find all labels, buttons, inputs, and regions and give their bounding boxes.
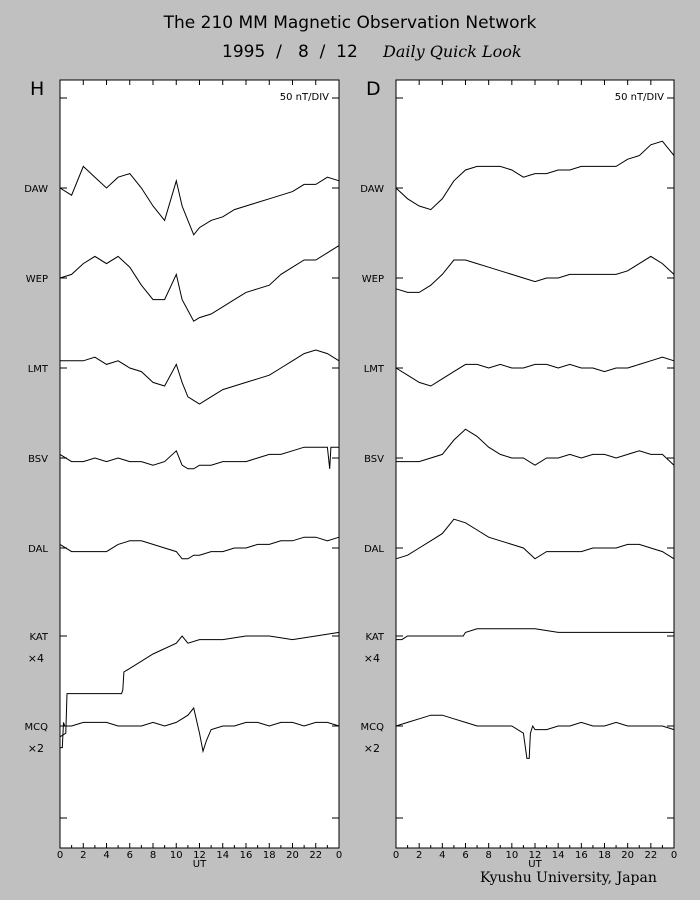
x-tick-label: 2	[416, 850, 422, 861]
x-tick-label: 8	[150, 850, 156, 861]
series-line-mcq	[60, 706, 340, 754]
x-tick-label: 22	[309, 850, 322, 861]
station-label: BSV	[364, 454, 384, 465]
x-tick-label: 0	[671, 850, 677, 861]
x-tick-label: 18	[598, 850, 611, 861]
series-line-dal	[395, 518, 675, 560]
series-line-wep	[59, 245, 340, 322]
series-line-kat	[396, 628, 674, 641]
x-tick-label: 0	[336, 850, 342, 861]
station-label: WEP	[362, 274, 384, 285]
station-label: MCQ	[361, 722, 385, 733]
x-tick-label: 12	[529, 850, 542, 861]
x-tick-label: 0	[57, 850, 63, 861]
series-line-mcq	[395, 714, 675, 759]
x-tick-label: 14	[216, 850, 229, 861]
station-label: DAL	[364, 544, 384, 555]
station-label: WEP	[26, 274, 48, 285]
series-line-lmt	[395, 356, 675, 387]
x-tick-label: 10	[505, 850, 518, 861]
x-tick-label: 20	[286, 850, 299, 861]
station-label: KAT	[365, 632, 384, 643]
series-line-bsv	[396, 428, 675, 466]
x-tick-label: 16	[575, 850, 588, 861]
page-title: The 210 MM Magnetic Observation Network	[163, 13, 537, 33]
series-line-dal	[59, 536, 340, 560]
plot-area	[59, 79, 340, 849]
x-tick-label: 6	[462, 850, 468, 861]
station-multiplier: ×2	[28, 742, 44, 755]
series-line-daw	[59, 165, 340, 236]
series-line-daw	[395, 140, 675, 211]
station-label: DAW	[24, 184, 48, 195]
x-tick-label: 6	[127, 850, 133, 861]
series-line-kat	[59, 631, 340, 738]
station-label: LMT	[364, 364, 385, 375]
x-tick-label: 18	[263, 850, 276, 861]
x-tick-label: 0	[393, 850, 399, 861]
x-tick-label: 8	[485, 850, 491, 861]
station-label: DAW	[360, 184, 384, 195]
x-tick-label: 12	[193, 850, 206, 861]
station-label: LMT	[28, 364, 49, 375]
x-axis-label: UT	[193, 859, 207, 870]
station-label: BSV	[28, 454, 48, 465]
x-tick-label: 4	[103, 850, 109, 861]
date-label: 1995 / 8 / 12	[222, 42, 358, 62]
panel-label: H	[30, 78, 44, 100]
station-label: DAL	[28, 544, 48, 555]
station-multiplier: ×2	[364, 742, 380, 755]
series-line-lmt	[60, 349, 340, 405]
scale-label: 50 nT/DIV	[280, 92, 329, 103]
station-label: MCQ	[25, 722, 49, 733]
x-axis-label: UT	[528, 859, 542, 870]
credit-label: Kyushu University, Japan	[480, 870, 657, 886]
x-tick-label: 4	[439, 850, 445, 861]
station-multiplier: ×4	[28, 652, 44, 665]
station-label: KAT	[29, 632, 48, 643]
scale-label: 50 nT/DIV	[615, 92, 664, 103]
series-line-bsv	[59, 446, 339, 470]
series-line-wep	[395, 255, 675, 293]
panel-label: D	[366, 78, 381, 100]
station-multiplier: ×4	[364, 652, 380, 665]
x-tick-label: 14	[552, 850, 565, 861]
x-tick-label: 20	[621, 850, 634, 861]
x-tick-label: 2	[80, 850, 86, 861]
x-tick-label: 10	[170, 850, 183, 861]
plot-area	[395, 79, 675, 849]
x-tick-label: 22	[644, 850, 657, 861]
quick-look-label: Daily Quick Look	[383, 42, 522, 61]
x-tick-label: 16	[240, 850, 253, 861]
